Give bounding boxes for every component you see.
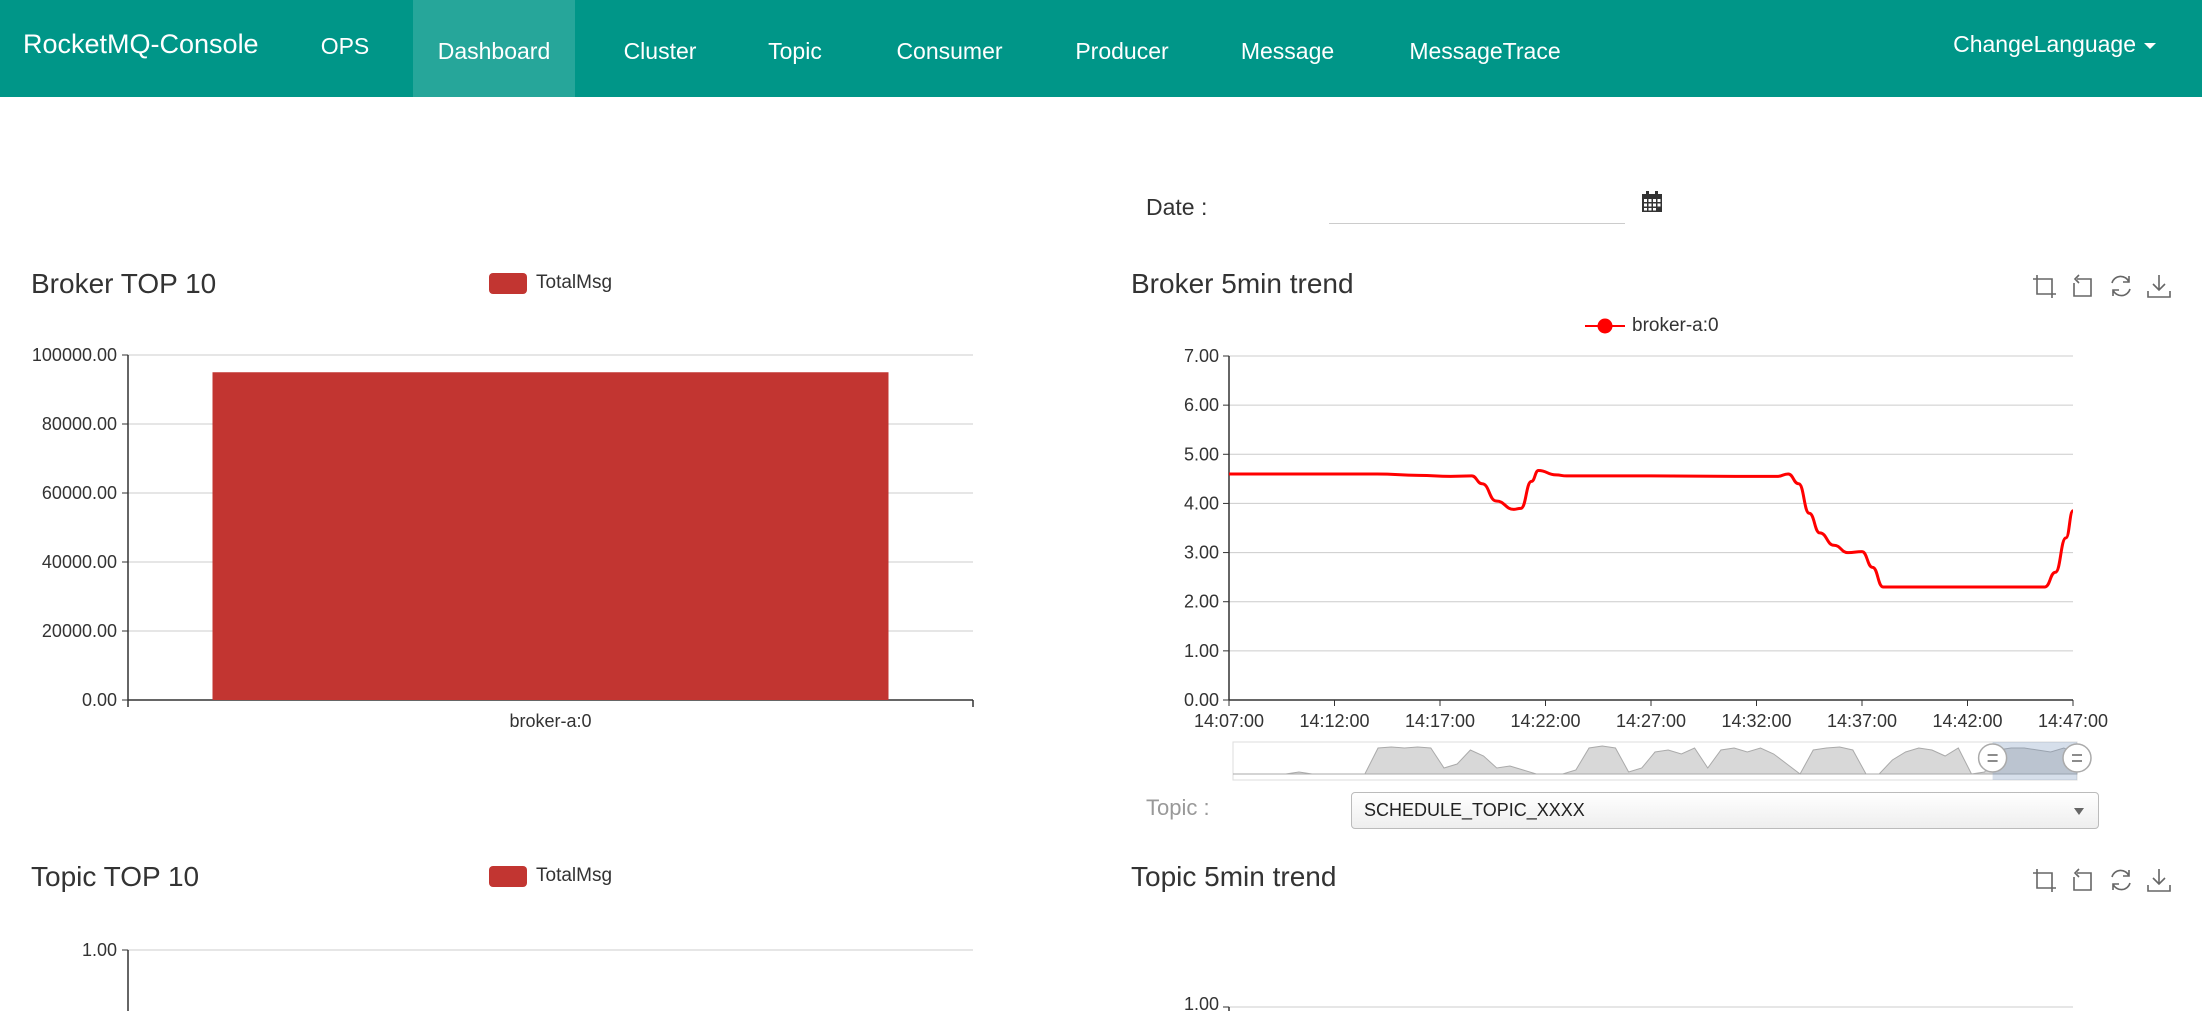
broker-trend-legend[interactable]: broker-a:0: [1585, 315, 1719, 337]
y-tick-label: 4.00: [1184, 493, 1219, 513]
y-tick-label: 2.00: [1184, 592, 1219, 612]
change-language-dropdown[interactable]: ChangeLanguage: [1953, 31, 2156, 58]
y-tick-label: 1.00: [1184, 994, 1219, 1011]
nav-cluster[interactable]: Cluster: [623, 38, 697, 64]
topic-trend-title: Topic 5min trend: [1131, 861, 1337, 892]
change-language-label: ChangeLanguage: [1953, 31, 2136, 57]
brand-logo[interactable]: RocketMQ-Console: [23, 29, 259, 59]
y-tick-label: 3.00: [1184, 543, 1219, 563]
refresh-icon[interactable]: [2108, 867, 2134, 893]
x-tick-label: 14:37:00: [1827, 711, 1897, 731]
nav-messagetrace[interactable]: MessageTrace: [1409, 38, 1561, 64]
zoom-reset-icon[interactable]: [2070, 867, 2096, 893]
nav-producer[interactable]: Producer: [1075, 38, 1169, 64]
x-tick-label: 14:12:00: [1299, 711, 1369, 731]
x-tick-label: 14:22:00: [1510, 711, 1580, 731]
refresh-icon[interactable]: [2108, 273, 2134, 299]
y-tick-label: 6.00: [1184, 395, 1219, 415]
broker-top10-legend[interactable]: TotalMsg: [489, 272, 612, 294]
calendar-icon[interactable]: [1641, 191, 1663, 213]
nav-dashboard[interactable]: Dashboard: [413, 0, 575, 97]
datazoom-selection: [1992, 742, 2077, 780]
x-tick-label: 14:07:00: [1194, 711, 1264, 731]
broker-trend-toolbox: [2032, 273, 2172, 299]
y-tick-label: 20000.00: [42, 621, 117, 641]
nav-ops[interactable]: OPS: [320, 33, 370, 59]
y-tick-label: 100000.00: [32, 345, 117, 365]
broker-top10-title: Broker TOP 10: [31, 268, 217, 299]
y-tick-label: 1.00: [82, 940, 117, 960]
legend-swatch: [489, 272, 527, 294]
nav-topic[interactable]: Topic: [768, 38, 822, 64]
y-tick-label: 0.00: [82, 690, 117, 710]
legend-label: broker-a:0: [1632, 315, 1719, 336]
x-tick-label: 14:42:00: [1932, 711, 2002, 731]
chevron-down-icon: [2074, 808, 2084, 815]
download-icon[interactable]: [2146, 867, 2172, 893]
series-line-broker-a-0: [1229, 469, 2075, 589]
y-tick-label: 60000.00: [42, 483, 117, 503]
datazoom-preview: [1233, 745, 2078, 775]
legend-swatch: [489, 865, 527, 887]
zoom-select-icon[interactable]: [2032, 273, 2058, 299]
broker-trend-title: Broker 5min trend: [1131, 268, 1354, 299]
y-tick-label: 7.00: [1184, 346, 1219, 366]
nav-message[interactable]: Message: [1240, 38, 1335, 64]
x-tick-label: 14:32:00: [1721, 711, 1791, 731]
datazoom-track: [1232, 741, 2078, 781]
x-tick-label: 14:17:00: [1405, 711, 1475, 731]
x-tick-label: 14:47:00: [2038, 711, 2108, 731]
topic-label: Topic :: [1146, 795, 1210, 820]
date-input[interactable]: [1329, 190, 1625, 224]
topic-select[interactable]: SCHEDULE_TOPIC_XXXX: [1351, 792, 2099, 829]
y-tick-label: 40000.00: [42, 552, 117, 572]
zoom-select-icon[interactable]: [2032, 867, 2058, 893]
zoom-reset-icon[interactable]: [2070, 273, 2096, 299]
datazoom-handle: [1977, 743, 2008, 773]
caret-down-icon: [2144, 42, 2156, 49]
topic-top10-title: Topic TOP 10: [31, 861, 200, 892]
topic-trend-toolbox: [2032, 867, 2172, 893]
bar: [212, 372, 889, 700]
y-tick-label: 80000.00: [42, 414, 117, 434]
y-tick-label: 0.00: [1184, 690, 1219, 710]
x-tick-label: 14:27:00: [1616, 711, 1686, 731]
nav-consumer[interactable]: Consumer: [896, 38, 1003, 64]
datazoom-handle: [2062, 743, 2092, 773]
top-navbar: RocketMQ-Console OPS Dashboard Cluster T…: [0, 0, 2202, 97]
legend-label: TotalMsg: [536, 272, 613, 293]
topic-select-value: SCHEDULE_TOPIC_XXXX: [1364, 800, 1585, 820]
legend-label: TotalMsg: [536, 865, 613, 886]
y-tick-label: 1.00: [1184, 641, 1219, 661]
y-tick-label: 5.00: [1184, 444, 1219, 464]
date-label: Date :: [1146, 194, 1208, 220]
legend-line-marker: [1585, 318, 1625, 334]
x-tick-label: broker-a:0: [509, 711, 591, 731]
download-icon[interactable]: [2146, 273, 2172, 299]
topic-top10-legend[interactable]: TotalMsg: [489, 865, 612, 887]
